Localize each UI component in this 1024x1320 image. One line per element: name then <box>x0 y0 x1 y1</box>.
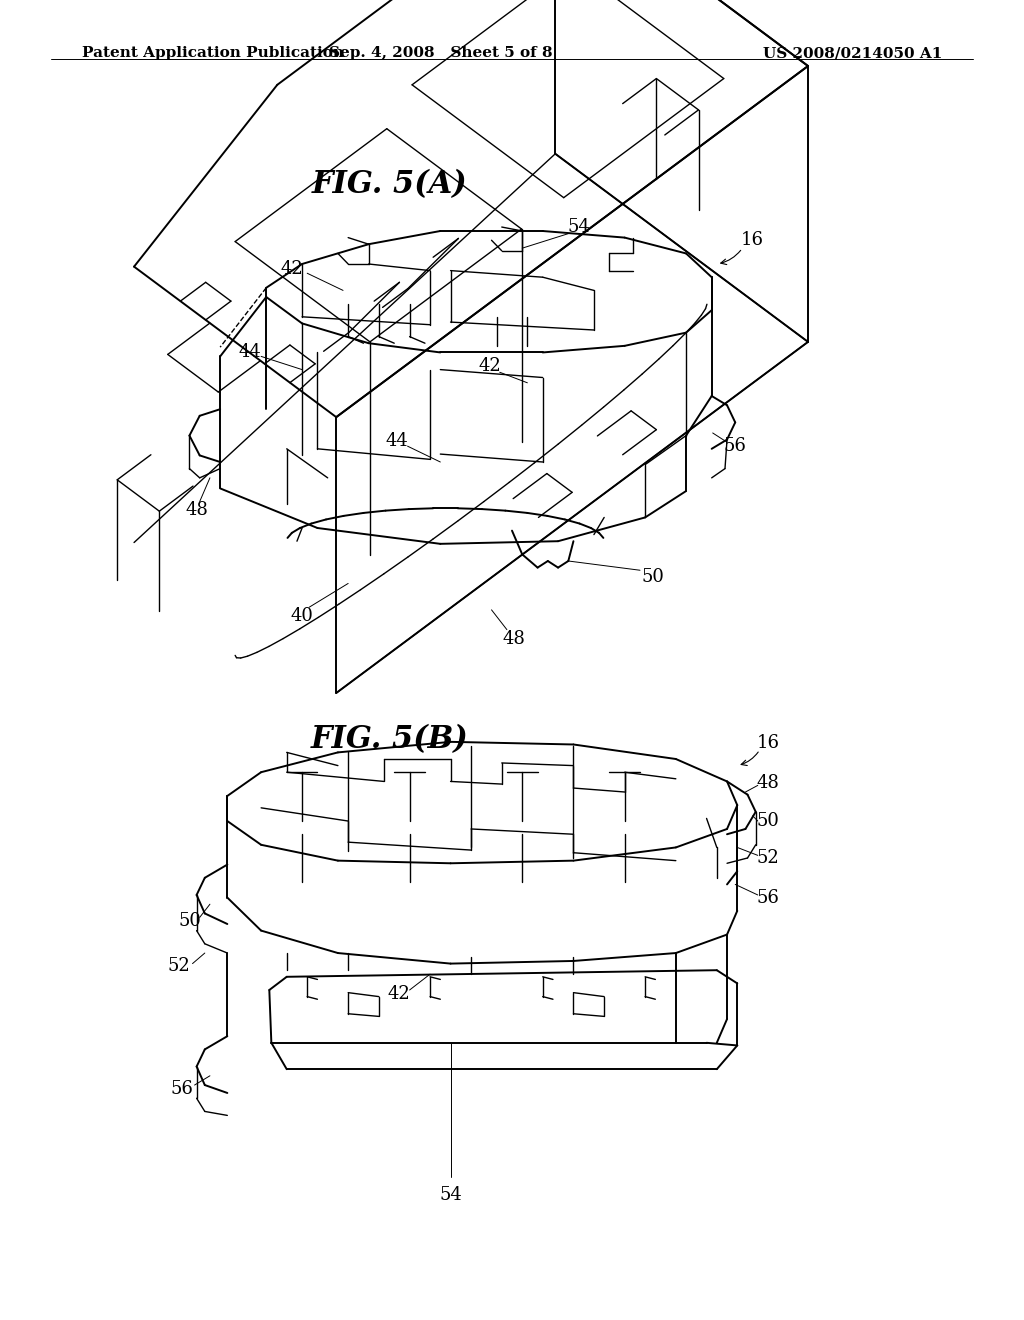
Text: FIG. 5(A): FIG. 5(A) <box>311 169 467 201</box>
Text: 44: 44 <box>386 432 409 450</box>
Text: 48: 48 <box>757 774 779 792</box>
Text: FIG. 5(B): FIG. 5(B) <box>310 723 468 755</box>
Text: 42: 42 <box>388 985 411 1003</box>
Text: 42: 42 <box>281 260 303 279</box>
Text: 56: 56 <box>724 437 746 455</box>
Text: 48: 48 <box>503 630 525 648</box>
Text: 56: 56 <box>757 888 779 907</box>
Text: 40: 40 <box>291 607 313 626</box>
Text: 52: 52 <box>757 849 779 867</box>
Text: 56: 56 <box>171 1080 194 1098</box>
Text: 50: 50 <box>178 912 201 931</box>
Text: Patent Application Publication: Patent Application Publication <box>82 46 344 61</box>
Text: 54: 54 <box>567 218 590 236</box>
Text: 44: 44 <box>239 343 261 362</box>
Text: 52: 52 <box>168 957 190 975</box>
Text: 48: 48 <box>185 500 208 519</box>
Text: 16: 16 <box>757 734 779 752</box>
Text: 54: 54 <box>439 1185 462 1204</box>
Text: 50: 50 <box>642 568 665 586</box>
Text: 50: 50 <box>757 812 779 830</box>
Text: US 2008/0214050 A1: US 2008/0214050 A1 <box>763 46 942 61</box>
Text: Sep. 4, 2008   Sheet 5 of 8: Sep. 4, 2008 Sheet 5 of 8 <box>329 46 552 61</box>
Text: 16: 16 <box>741 231 764 249</box>
Text: 42: 42 <box>478 356 501 375</box>
